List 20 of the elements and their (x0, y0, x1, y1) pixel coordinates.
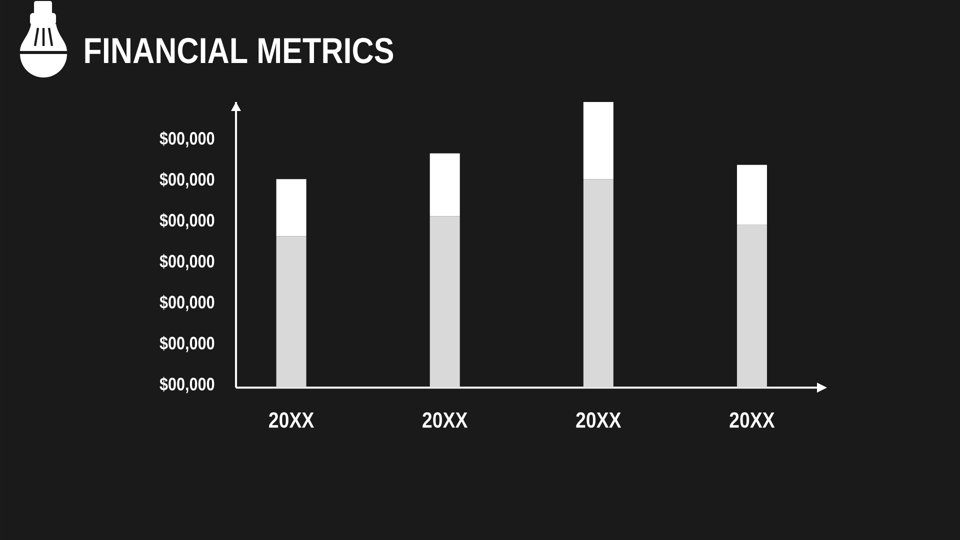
bar (430, 216, 460, 388)
bar (736, 224, 767, 388)
bar (430, 153, 460, 216)
chart-title: FINANCIAL METRICS (85, 38, 394, 64)
x-tick-label: 20XX (269, 412, 314, 428)
text: $00,000 (160, 254, 214, 270)
x-tick-label: 20XX (576, 412, 622, 428)
text: $00,000 (160, 376, 214, 394)
bar (583, 179, 614, 388)
bar (736, 164, 767, 225)
text: $00,000 (160, 131, 214, 148)
bar (276, 179, 306, 236)
text: $00,000 (160, 336, 214, 352)
x-tick-label: 20XX (422, 412, 468, 428)
x-tick-label: 20XX (730, 412, 775, 428)
text: $00,000 (160, 295, 214, 312)
bar (583, 102, 614, 180)
text: $00,000 (160, 172, 214, 188)
bar (276, 236, 306, 388)
text: $00,000 (160, 213, 214, 230)
